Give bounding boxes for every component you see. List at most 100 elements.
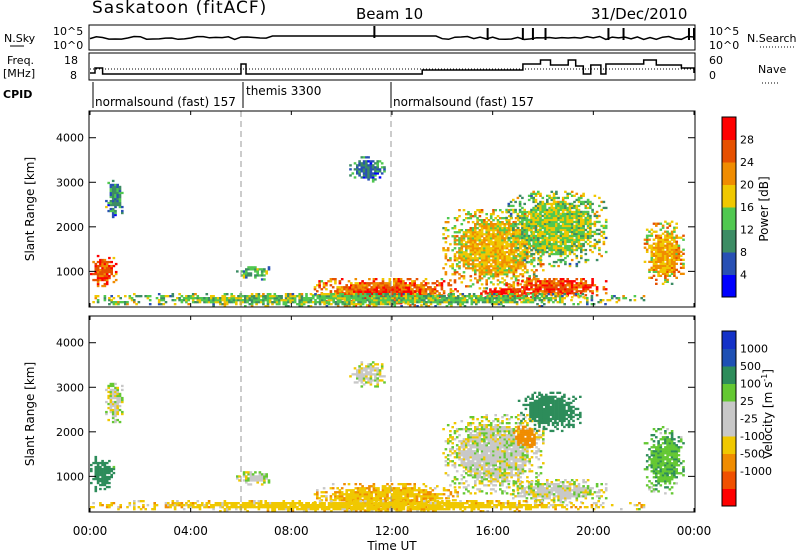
heatmap-cell: [496, 253, 500, 256]
heatmap-cell: [376, 168, 379, 171]
heatmap-cell: [530, 262, 533, 266]
heatmap-cell: [463, 305, 467, 308]
heatmap-cell: [445, 305, 449, 308]
heatmap-cell: [409, 299, 412, 302]
heatmap-cell: [393, 298, 396, 301]
heatmap-cell: [460, 251, 464, 254]
heatmap-cell: [379, 299, 383, 302]
heatmap-cell: [108, 303, 111, 306]
heatmap-cell: [474, 267, 477, 270]
heatmap-cell: [449, 257, 452, 260]
heatmap-cell: [661, 240, 665, 243]
heatmap-cell: [413, 297, 417, 300]
power-cbar-tick: 24: [740, 156, 754, 169]
heatmap-cell: [360, 176, 364, 179]
heatmap-cell: [550, 210, 554, 214]
heatmap-cell: [355, 303, 358, 306]
heatmap-cell: [526, 269, 529, 272]
heatmap-cell: [368, 303, 372, 306]
heatmap-cell: [256, 268, 259, 271]
heatmap-cell: [521, 217, 525, 220]
heatmap-cell: [458, 261, 461, 264]
heatmap-cell: [512, 211, 516, 214]
heatmap-cell: [586, 220, 590, 224]
heatmap-cell: [366, 297, 369, 300]
heatmap-cell: [512, 224, 515, 228]
heatmap-cell: [541, 220, 545, 224]
heatmap-cell: [391, 290, 395, 293]
heatmap-cell: [589, 204, 592, 208]
heatmap-cell: [521, 222, 524, 226]
heatmap-cell: [507, 238, 511, 242]
heatmap-cell: [492, 267, 495, 270]
heatmap-cell: [461, 295, 465, 298]
heatmap-cell: [107, 201, 110, 205]
heatmap-cell: [575, 204, 579, 208]
heatmap-cell: [519, 265, 522, 268]
heatmap-cell: [413, 485, 416, 488]
heatmap-cell: [352, 497, 355, 500]
heatmap-cell: [371, 176, 375, 179]
heatmap-cell: [548, 222, 551, 226]
heatmap-cell: [561, 240, 565, 244]
heatmap-cell: [564, 280, 567, 283]
heatmap-cell: [670, 268, 674, 271]
heatmap-cell: [554, 299, 557, 302]
heatmap-cell: [477, 301, 480, 304]
heatmap-cell: [543, 206, 547, 210]
heatmap-cell: [476, 263, 479, 266]
heatmap-cell: [504, 299, 508, 302]
heatmap-cell: [325, 301, 329, 304]
heatmap-cell: [356, 164, 359, 167]
heatmap-cell: [670, 258, 674, 261]
heatmap-cell: [205, 297, 209, 300]
heatmap-cell: [469, 217, 473, 220]
heatmap-cell: [527, 218, 531, 222]
heatmap-cell: [369, 174, 373, 177]
heatmap-cell: [107, 418, 110, 422]
heatmap-cell: [525, 252, 529, 256]
heatmap-cell: [116, 392, 119, 396]
heatmap-cell: [185, 297, 188, 300]
heatmap-cell: [670, 238, 674, 241]
heatmap-cell: [580, 254, 583, 258]
heatmap-cell: [494, 239, 497, 242]
heatmap-cell: [521, 238, 524, 242]
heatmap-cell: [450, 293, 453, 296]
heatmap-cell: [666, 262, 669, 265]
heatmap-cell: [682, 258, 685, 261]
heatmap-cell: [550, 282, 554, 285]
heatmap-cell: [336, 297, 340, 300]
heatmap-cell: [262, 301, 265, 304]
heatmap-cell: [338, 286, 342, 289]
heatmap-cell: [99, 264, 102, 268]
heatmap-cell: [478, 277, 482, 280]
heatmap-cell: [404, 485, 407, 488]
freq-label-line2: [MHz]: [3, 67, 35, 80]
heatmap-cell: [230, 297, 233, 300]
heatmap-cell: [604, 224, 608, 228]
heatmap-cell: [262, 295, 265, 298]
heatmap-cell: [144, 295, 147, 298]
heatmap-cell: [512, 255, 516, 258]
heatmap-cell: [547, 301, 551, 304]
heatmap-cell: [402, 282, 405, 285]
heatmap-cell: [441, 297, 444, 300]
heatmap-cell: [413, 299, 417, 302]
heatmap-cell: [575, 240, 579, 244]
heatmap-cell: [230, 301, 233, 304]
heatmap-cell: [374, 278, 378, 281]
heatmap-cell: [176, 297, 179, 300]
heatmap-cell: [371, 288, 374, 291]
heatmap-cell: [109, 390, 113, 394]
heatmap-cell: [508, 221, 511, 224]
heatmap-cell: [500, 292, 504, 295]
heatmap-cell: [670, 272, 674, 275]
heatmap-cell: [377, 284, 380, 287]
heatmap-cell: [582, 290, 585, 293]
heatmap-cell: [543, 282, 547, 285]
heatmap-cell: [420, 491, 423, 494]
heatmap-cell: [561, 282, 565, 285]
heatmap-cell: [487, 235, 491, 238]
heatmap-cell: [246, 299, 249, 302]
